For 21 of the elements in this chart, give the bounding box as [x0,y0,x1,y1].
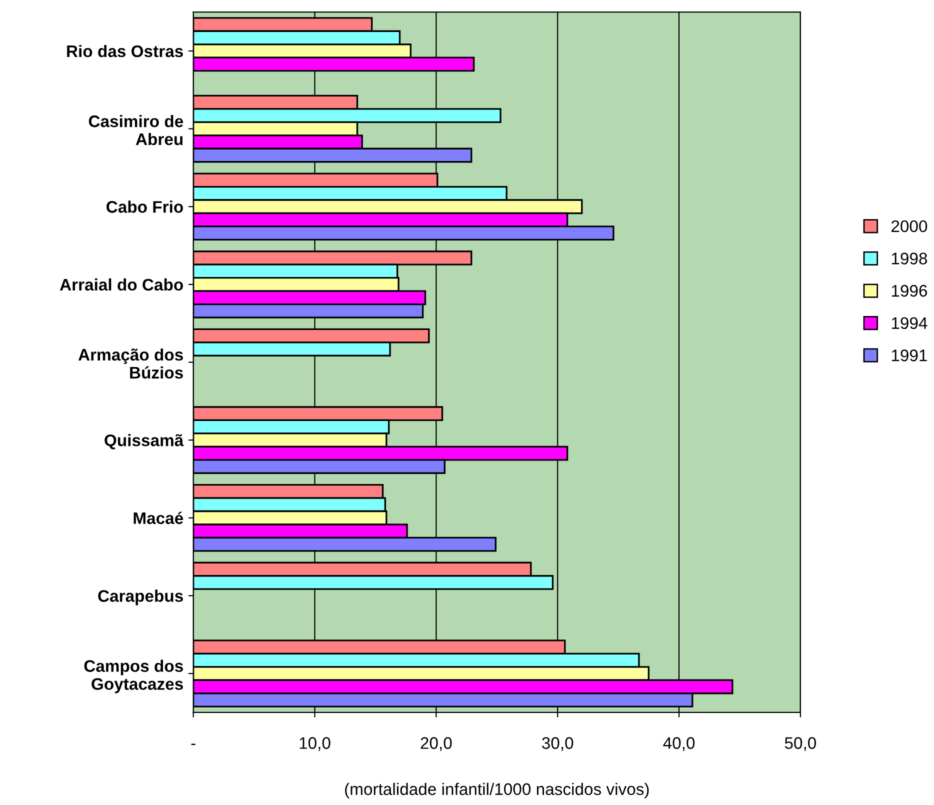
y-tick-label: Campos dos Goytacazes [84,660,183,694]
y-tick-label: Macaé [134,512,184,524]
y-tick-label: Arraial do Cabo [60,278,183,291]
x-tick-label: 40,0 [663,737,695,751]
legend-label: 1998 [892,252,928,264]
y-tick-label: Cabo Frio [106,200,183,213]
y-tick-label: Armação dos Búzios [78,348,183,379]
legend-label: 1994 [892,317,928,330]
x-tick-label: 50,0 [784,737,816,751]
y-tick-label: Rio das Ostras [67,44,183,58]
y-tick-label: Carapebus [98,590,183,606]
x-tick-label: - [191,744,196,746]
legend-label: 1991 [892,350,927,362]
legend-label: 1996 [892,284,928,297]
y-tick-label: Quissamã [104,434,184,450]
legend-label: 2000 [892,220,928,232]
x-axis-title: (mortalidade infantil/1000 nascidos vivos) [345,782,649,798]
x-tick-label: 10,0 [300,737,330,751]
y-tick-label: Casimiro de Abreu [88,114,184,146]
x-tick-label: 30,0 [542,737,574,751]
x-tick-label: 20,0 [420,737,452,751]
